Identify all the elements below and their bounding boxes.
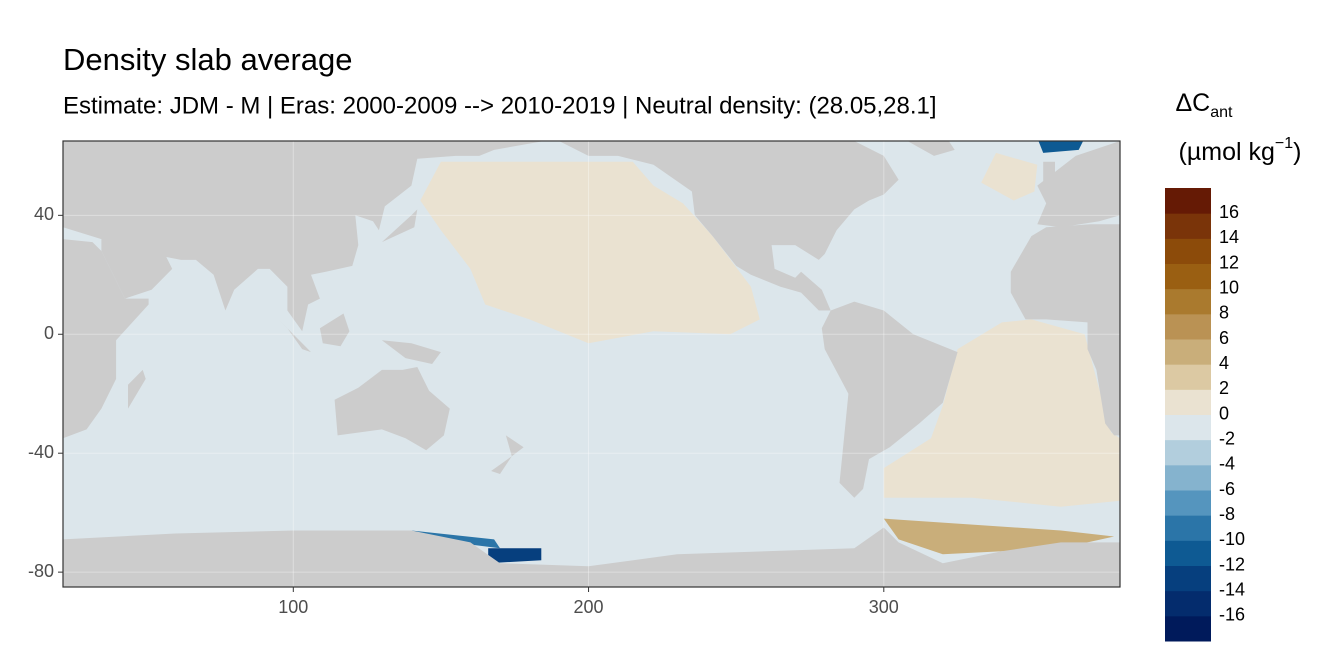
land — [907, 141, 955, 156]
land — [381, 340, 441, 364]
land — [381, 209, 418, 243]
legend-swatch — [1165, 565, 1211, 592]
legend-tick-label: -6 — [1219, 479, 1235, 499]
legend-tick-label: 6 — [1219, 328, 1229, 348]
field-region — [420, 161, 760, 344]
legend-tick-label: -8 — [1219, 504, 1235, 524]
land — [128, 369, 146, 409]
legend-swatch — [1165, 414, 1211, 441]
field-region — [981, 152, 1038, 201]
legend-tick-label: 14 — [1219, 227, 1239, 247]
legend-tick-label: -12 — [1219, 554, 1245, 574]
legend-tick-label: -2 — [1219, 428, 1235, 448]
legend-tick-label: 8 — [1219, 303, 1229, 323]
legend-unit-end: ) — [1293, 138, 1301, 166]
legend-title-sub: ant — [1210, 104, 1233, 121]
legend-swatch — [1165, 389, 1211, 415]
legend-unit: (µmol kg−1) — [1179, 135, 1302, 165]
x-tick-label: 200 — [574, 597, 604, 617]
legend-swatch — [1165, 339, 1211, 365]
y-tick-label: -80 — [28, 561, 54, 581]
land — [334, 367, 450, 451]
chart-subtitle: Estimate: JDM - M | Eras: 2000-2009 --> … — [63, 92, 937, 119]
land — [559, 141, 899, 311]
legend-swatch — [1165, 590, 1211, 617]
land — [1043, 161, 1055, 186]
legend-swatch — [1165, 238, 1211, 264]
legend-tick-label: 4 — [1219, 353, 1229, 373]
chart-title: Density slab average — [63, 42, 353, 77]
x-tick-label: 100 — [278, 597, 308, 617]
legend-tick-label: 10 — [1219, 277, 1239, 297]
legend-swatch — [1165, 263, 1211, 290]
field-region — [883, 319, 1120, 507]
x-tick-label: 300 — [869, 597, 899, 617]
legend-swatch — [1165, 515, 1211, 541]
land — [1010, 224, 1120, 436]
land — [319, 313, 350, 347]
legend-swatch — [1165, 364, 1211, 390]
legend-tick-label: 16 — [1219, 202, 1239, 222]
legend-tick-label: -4 — [1219, 454, 1235, 474]
legend-swatch — [1165, 313, 1211, 340]
legend-title: ΔCant — [1175, 89, 1233, 122]
land — [491, 435, 524, 474]
land — [1037, 141, 1120, 228]
legend-tick-label: 2 — [1219, 378, 1229, 398]
legend-swatch — [1165, 213, 1211, 239]
legend-swatch — [1165, 615, 1211, 642]
legend-unit-sup: −1 — [1275, 135, 1293, 152]
y-tick-label: 0 — [44, 323, 54, 343]
legend-tick-label: -16 — [1219, 605, 1245, 625]
legend-swatch — [1165, 288, 1211, 315]
legend-tick-label: -10 — [1219, 529, 1245, 549]
land — [821, 301, 958, 498]
y-tick-label: -40 — [28, 442, 54, 462]
legend-title-main: ΔC — [1175, 89, 1210, 117]
legend-swatch — [1165, 540, 1211, 566]
field-region — [411, 530, 500, 549]
legend-unit-text: (µmol kg — [1179, 138, 1275, 166]
legend-tick-label: -14 — [1219, 579, 1245, 599]
field-region — [488, 548, 542, 564]
land — [63, 141, 545, 332]
land — [278, 319, 311, 353]
legend-tick-label: 0 — [1219, 403, 1229, 423]
field-region — [1038, 141, 1084, 153]
legend-swatch — [1165, 188, 1211, 214]
y-tick-label: 40 — [34, 204, 54, 224]
legend-swatch — [1165, 439, 1211, 466]
legend-swatch — [1165, 490, 1211, 516]
legend-tick-label: 12 — [1219, 252, 1239, 272]
panel-border — [62, 140, 1121, 588]
map — [63, 141, 1120, 587]
legend-swatch — [1165, 464, 1211, 491]
land — [63, 239, 149, 439]
land — [63, 527, 1120, 587]
